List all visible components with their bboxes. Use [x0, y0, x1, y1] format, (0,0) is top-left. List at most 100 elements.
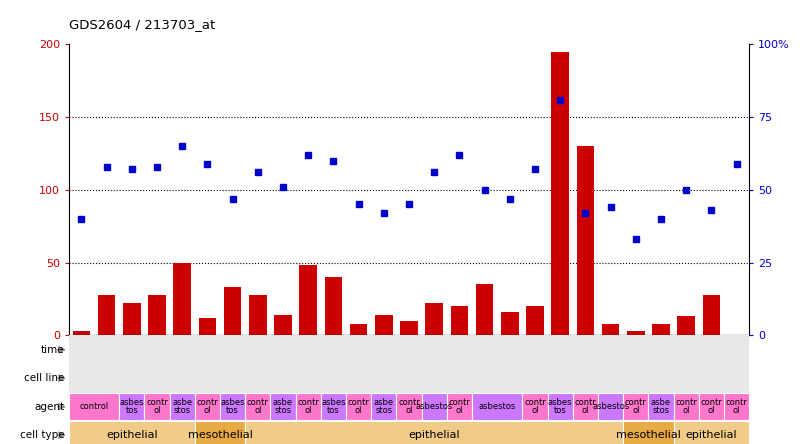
Text: mesothelial: mesothelial	[188, 430, 253, 440]
Text: asbe
stos: asbe stos	[273, 398, 293, 415]
Bar	[300, 266, 317, 335]
Text: asbe
stos: asbe stos	[173, 398, 192, 415]
Text: contr
ol: contr ol	[726, 398, 748, 415]
Text: GDS2604 / 213703_at: GDS2604 / 213703_at	[69, 18, 215, 31]
Text: time: time	[41, 345, 65, 355]
Bar	[245, 421, 623, 444]
Bar	[195, 421, 245, 444]
Text: epithelial: epithelial	[408, 430, 460, 440]
Text: A549: A549	[509, 373, 535, 383]
Text: asbes
tos: asbes tos	[220, 398, 245, 415]
Text: contr
ol: contr ol	[574, 398, 596, 415]
Bar	[325, 277, 343, 335]
Bar	[195, 365, 245, 392]
Bar	[497, 365, 548, 392]
Bar	[94, 336, 245, 364]
Text: contr
ol: contr ol	[398, 398, 420, 415]
Bar	[123, 303, 141, 335]
Text: agent: agent	[35, 402, 65, 412]
Bar	[73, 331, 90, 335]
Bar	[396, 365, 497, 392]
Bar	[548, 393, 573, 420]
Text: Beas2B: Beas2B	[428, 373, 465, 383]
Text: contr
ol: contr ol	[676, 398, 697, 415]
Bar	[526, 306, 544, 335]
Text: contr
ol: contr ol	[524, 398, 546, 415]
Text: A549: A549	[69, 373, 94, 383]
Bar	[602, 324, 620, 335]
Text: contr
ol: contr ol	[197, 398, 219, 415]
Text: Met5A: Met5A	[633, 373, 664, 383]
Bar	[598, 393, 623, 420]
Bar	[371, 393, 396, 420]
Bar	[623, 365, 674, 392]
Text: contr
ol: contr ol	[701, 398, 723, 415]
Bar	[296, 393, 321, 420]
Bar	[627, 331, 645, 335]
Bar	[475, 284, 493, 335]
Text: contr
ol: contr ol	[146, 398, 168, 415]
Text: 1 h: 1 h	[161, 345, 178, 355]
Bar	[674, 365, 749, 392]
Bar	[271, 393, 296, 420]
Bar	[346, 393, 371, 420]
Text: 48 h: 48 h	[586, 345, 611, 355]
Bar	[275, 315, 292, 335]
Bar	[296, 365, 346, 392]
Text: asbes
tos: asbes tos	[548, 398, 573, 415]
Bar	[699, 393, 724, 420]
Text: Beas2B: Beas2B	[302, 373, 339, 383]
Text: cell type: cell type	[20, 430, 65, 440]
Bar	[674, 393, 699, 420]
Bar	[396, 393, 422, 420]
Text: epithelial: epithelial	[106, 430, 158, 440]
Text: asbe
stos: asbe stos	[651, 398, 671, 415]
Text: asbe
stos: asbe stos	[373, 398, 394, 415]
Bar	[220, 393, 245, 420]
Text: contr
ol: contr ol	[449, 398, 471, 415]
Bar	[346, 365, 396, 392]
Bar	[321, 393, 346, 420]
Bar	[245, 393, 271, 420]
Text: 0 h: 0 h	[73, 345, 90, 355]
Bar	[245, 336, 346, 364]
Text: Beas
2B: Beas 2B	[95, 369, 118, 388]
Bar	[422, 393, 447, 420]
Text: mesothelial: mesothelial	[616, 430, 681, 440]
Bar	[350, 324, 368, 335]
Bar	[623, 393, 649, 420]
Bar	[169, 365, 195, 392]
Text: Beas2B: Beas2B	[567, 373, 604, 383]
Bar	[702, 294, 720, 335]
Text: asbestos: asbestos	[479, 402, 516, 411]
Text: Beas2B: Beas2B	[164, 373, 201, 383]
Bar	[623, 421, 674, 444]
Bar	[249, 294, 266, 335]
Text: asbestos: asbestos	[416, 402, 453, 411]
Text: contr
ol: contr ol	[625, 398, 647, 415]
Bar	[497, 336, 699, 364]
Text: 7 days: 7 days	[706, 345, 743, 355]
Bar	[69, 421, 195, 444]
Bar	[69, 365, 94, 392]
Bar	[98, 294, 116, 335]
Bar	[69, 336, 94, 364]
Bar	[548, 365, 623, 392]
Bar	[699, 336, 749, 364]
Bar	[652, 324, 670, 335]
Text: 24 h: 24 h	[409, 345, 434, 355]
Text: A549: A549	[258, 373, 283, 383]
Bar	[573, 393, 598, 420]
Text: Met5A: Met5A	[204, 373, 236, 383]
Bar	[674, 421, 749, 444]
Bar	[169, 393, 195, 420]
Bar	[472, 393, 522, 420]
Bar	[195, 393, 220, 420]
Text: asbestos: asbestos	[592, 402, 629, 411]
Bar	[522, 393, 548, 420]
Text: A549: A549	[132, 373, 157, 383]
Bar	[173, 262, 191, 335]
Bar	[677, 316, 695, 335]
Bar	[119, 393, 144, 420]
Text: A549: A549	[359, 373, 384, 383]
